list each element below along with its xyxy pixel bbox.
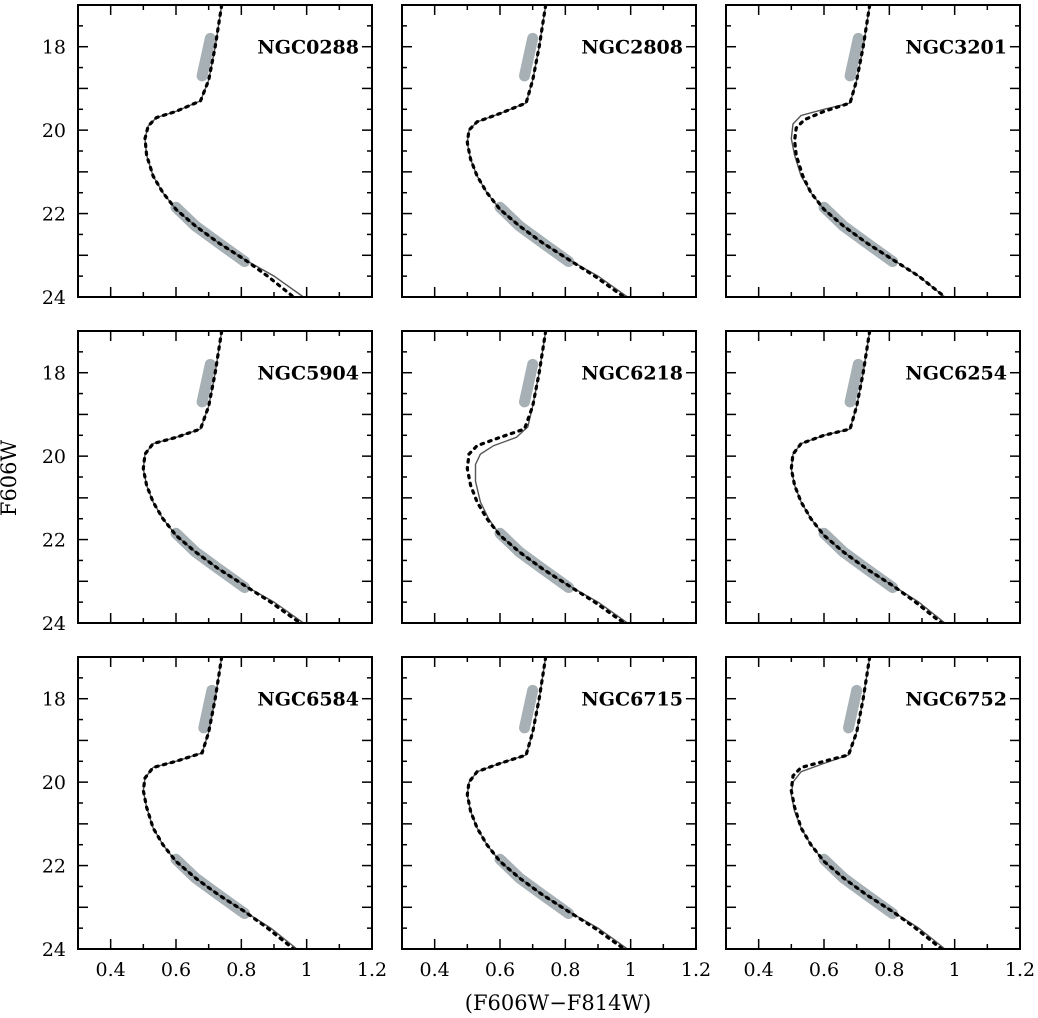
plot-area [789,657,946,949]
x-tick-label: 1.2 [1005,959,1035,981]
ticks [77,656,373,950]
y-tick-label: 22 [42,204,66,226]
panel-ngc6715: 0.4 0.6 0.8 1 1.2 NGC6715 [401,656,711,981]
sequence-band [844,358,864,408]
dotted-line [465,331,626,623]
panel-ngc3201: NGC3201 [725,4,1021,298]
plot-area [465,331,628,623]
x-tick-label: 1 [949,959,961,981]
panel-ngc6254: NGC6254 [725,330,1021,624]
panel-ngc5904: 18 20 22 24 NGC5904 [42,330,373,635]
panel-ngc6218: NGC6218 [401,330,697,624]
sequence-band [843,684,863,734]
dotted-line [141,331,302,623]
plot-area [789,331,946,623]
plot-area [141,331,304,623]
ticks [401,656,697,950]
y-tick-label: 24 [42,287,66,309]
ticks [77,4,373,298]
plot-area [790,5,947,297]
panel-ngc2808: NGC2808 [401,4,697,298]
x-axis-label: (F606W−F814W) [465,991,651,1015]
ticks [401,330,697,624]
ticks [401,4,697,298]
panel-label: NGC6752 [905,689,1007,711]
panel-label: NGC6218 [581,363,683,385]
sequence-band [519,358,539,408]
x-tick-label: 0.6 [161,959,191,981]
dotted-line [141,657,296,949]
panel-label: NGC5904 [257,363,359,385]
x-tick-label: 1.2 [681,959,711,981]
y-tick-label: 22 [42,530,66,552]
panel-label: NGC2808 [581,37,683,59]
panel-label: NGC6254 [905,363,1007,385]
plot-area [465,657,628,949]
x-tick-label: 1.2 [357,959,387,981]
dotted-line [789,331,944,623]
x-tick-label: 0.8 [550,959,580,981]
ticks [725,4,1021,298]
sequence-band [196,32,216,82]
sequence-band [844,32,864,82]
x-tick-label: 1 [301,959,313,981]
plot-area [143,5,304,297]
x-tick-label: 0.4 [420,959,450,981]
plot-area [465,5,628,297]
y-tick-label: 18 [42,689,66,711]
dotted-line [465,657,626,949]
panel-grid: 18 20 22 24 NGC0288 NGC2808 NGC3201 18 20 22 24 NGC… [42,4,1035,981]
y-tick-label: 20 [42,772,66,794]
plot-area [141,657,298,949]
ticks [725,330,1021,624]
y-tick-label: 18 [42,363,66,385]
y-tick-label: 20 [42,446,66,468]
panel-ngc0288: 18 20 22 24 NGC0288 [42,4,373,309]
x-tick-label: 0.4 [744,959,774,981]
sequence-band [196,358,216,408]
panel-label: NGC6584 [257,689,359,711]
dotted-line [789,657,944,949]
sequence-band [519,32,539,82]
sequence-band [519,684,539,734]
panel-ngc6584: 18 20 22 24 0.4 0.6 0.8 1 1.2 NGC6584 [42,656,387,981]
dotted-line [792,5,947,297]
y-tick-label: 18 [42,37,66,59]
dotted-line [465,5,626,297]
panel-ngc6752: 0.4 0.6 0.8 1 1.2 NGC6752 [725,656,1035,981]
x-tick-label: 0.6 [485,959,515,981]
x-tick-label: 1 [625,959,637,981]
x-tick-label: 0.4 [96,959,126,981]
ticks [725,656,1021,950]
panel-label: NGC3201 [905,37,1007,59]
y-axis-label: F606W [0,439,21,516]
x-tick-label: 0.8 [226,959,256,981]
panel-label: NGC6715 [581,689,683,711]
y-tick-label: 20 [42,120,66,142]
y-tick-label: 24 [42,613,66,635]
ticks [77,330,373,624]
sequence-band [198,684,218,734]
x-tick-label: 0.8 [874,959,904,981]
dotted-line [143,5,296,297]
y-tick-label: 22 [42,856,66,878]
x-tick-label: 0.6 [809,959,839,981]
y-tick-label: 24 [42,939,66,961]
panel-label: NGC0288 [257,37,359,59]
